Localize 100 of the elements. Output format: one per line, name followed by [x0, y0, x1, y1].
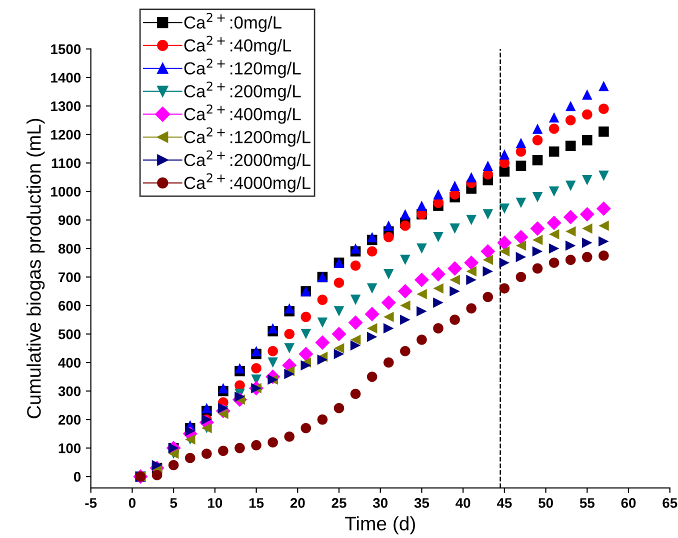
point — [268, 323, 278, 334]
y-tick-label: 1500 — [51, 44, 81, 54]
point — [532, 263, 543, 274]
point — [532, 124, 543, 134]
y-tick-label: 0 — [74, 472, 81, 482]
point — [416, 306, 427, 316]
legend-label: Ca$^{2+}$:120mg/L — [184, 58, 301, 78]
point — [464, 255, 479, 270]
point — [348, 315, 363, 330]
point — [366, 246, 378, 257]
x-axis-title: Time (d) — [344, 516, 415, 534]
point — [596, 201, 611, 216]
x-tick-label: 20 — [290, 498, 305, 508]
point — [548, 112, 560, 123]
point — [433, 298, 444, 308]
point — [300, 328, 312, 340]
y-tick-label: 300 — [58, 386, 81, 396]
point — [383, 269, 394, 280]
point — [450, 180, 460, 191]
point — [381, 295, 396, 310]
point — [334, 278, 344, 288]
point — [598, 236, 609, 247]
legend-label: Ca$^{2+}$:200mg/L — [184, 82, 301, 101]
y-tick-label: 1300 — [51, 101, 81, 112]
point — [565, 180, 576, 191]
point — [499, 203, 510, 214]
point — [268, 437, 278, 448]
point — [398, 284, 412, 299]
point — [317, 414, 328, 425]
point — [598, 220, 609, 231]
point — [268, 357, 278, 368]
point — [582, 109, 592, 120]
point — [514, 230, 528, 244]
point — [383, 232, 394, 242]
point — [364, 306, 380, 322]
point — [598, 126, 609, 137]
x-tick-label: 25 — [332, 498, 346, 508]
point — [334, 306, 344, 316]
point — [516, 198, 526, 208]
point — [497, 236, 512, 250]
point — [466, 303, 476, 314]
point — [433, 232, 444, 242]
y-tick-label: 700 — [58, 272, 81, 282]
y-tick-label: 1400 — [51, 72, 81, 83]
point — [400, 254, 410, 266]
point — [480, 244, 496, 259]
y-tick-label: 600 — [58, 300, 81, 311]
point — [251, 363, 262, 374]
x-tick-label: 60 — [621, 498, 636, 508]
point — [580, 207, 594, 222]
point — [366, 332, 378, 342]
point — [315, 335, 330, 350]
point — [499, 258, 510, 268]
point — [350, 388, 361, 400]
point — [482, 254, 494, 266]
y-tick-label: 1000 — [51, 186, 81, 197]
point — [300, 422, 312, 434]
point — [218, 383, 228, 394]
legend-label: Ca$^{2+}$:1200mg/L — [184, 127, 310, 147]
point — [416, 243, 427, 254]
point — [251, 440, 262, 450]
point — [416, 288, 427, 300]
point — [366, 232, 378, 242]
point — [548, 229, 560, 240]
point — [466, 172, 476, 182]
point — [334, 348, 344, 360]
point — [400, 300, 410, 311]
point — [433, 323, 444, 334]
point — [565, 115, 576, 126]
point — [400, 314, 410, 325]
y-tick-label: 900 — [58, 215, 81, 226]
point — [284, 343, 295, 354]
point — [565, 240, 576, 251]
x-tick-label: 30 — [372, 498, 388, 508]
x-tick-label: 65 — [662, 498, 678, 508]
point — [284, 328, 295, 340]
point — [298, 346, 314, 362]
x-tick-label: 0 — [128, 498, 136, 508]
x-tick-label: 35 — [414, 498, 430, 508]
y-tick-label: 400 — [58, 358, 81, 368]
point — [416, 200, 427, 211]
point — [350, 334, 361, 345]
point — [168, 460, 179, 470]
point — [582, 223, 592, 234]
point — [582, 89, 592, 100]
point — [516, 240, 526, 251]
point — [450, 314, 460, 325]
point — [383, 323, 394, 334]
point — [400, 346, 410, 356]
point — [433, 189, 444, 200]
point — [582, 252, 592, 262]
y-tick-label: 100 — [58, 443, 81, 454]
point — [284, 432, 295, 442]
x-tick-label: 10 — [208, 498, 222, 508]
point — [284, 303, 295, 314]
point — [334, 343, 344, 354]
point — [598, 104, 609, 114]
point — [482, 292, 494, 302]
point — [530, 221, 545, 236]
x-tick-label: 5 — [170, 498, 178, 508]
